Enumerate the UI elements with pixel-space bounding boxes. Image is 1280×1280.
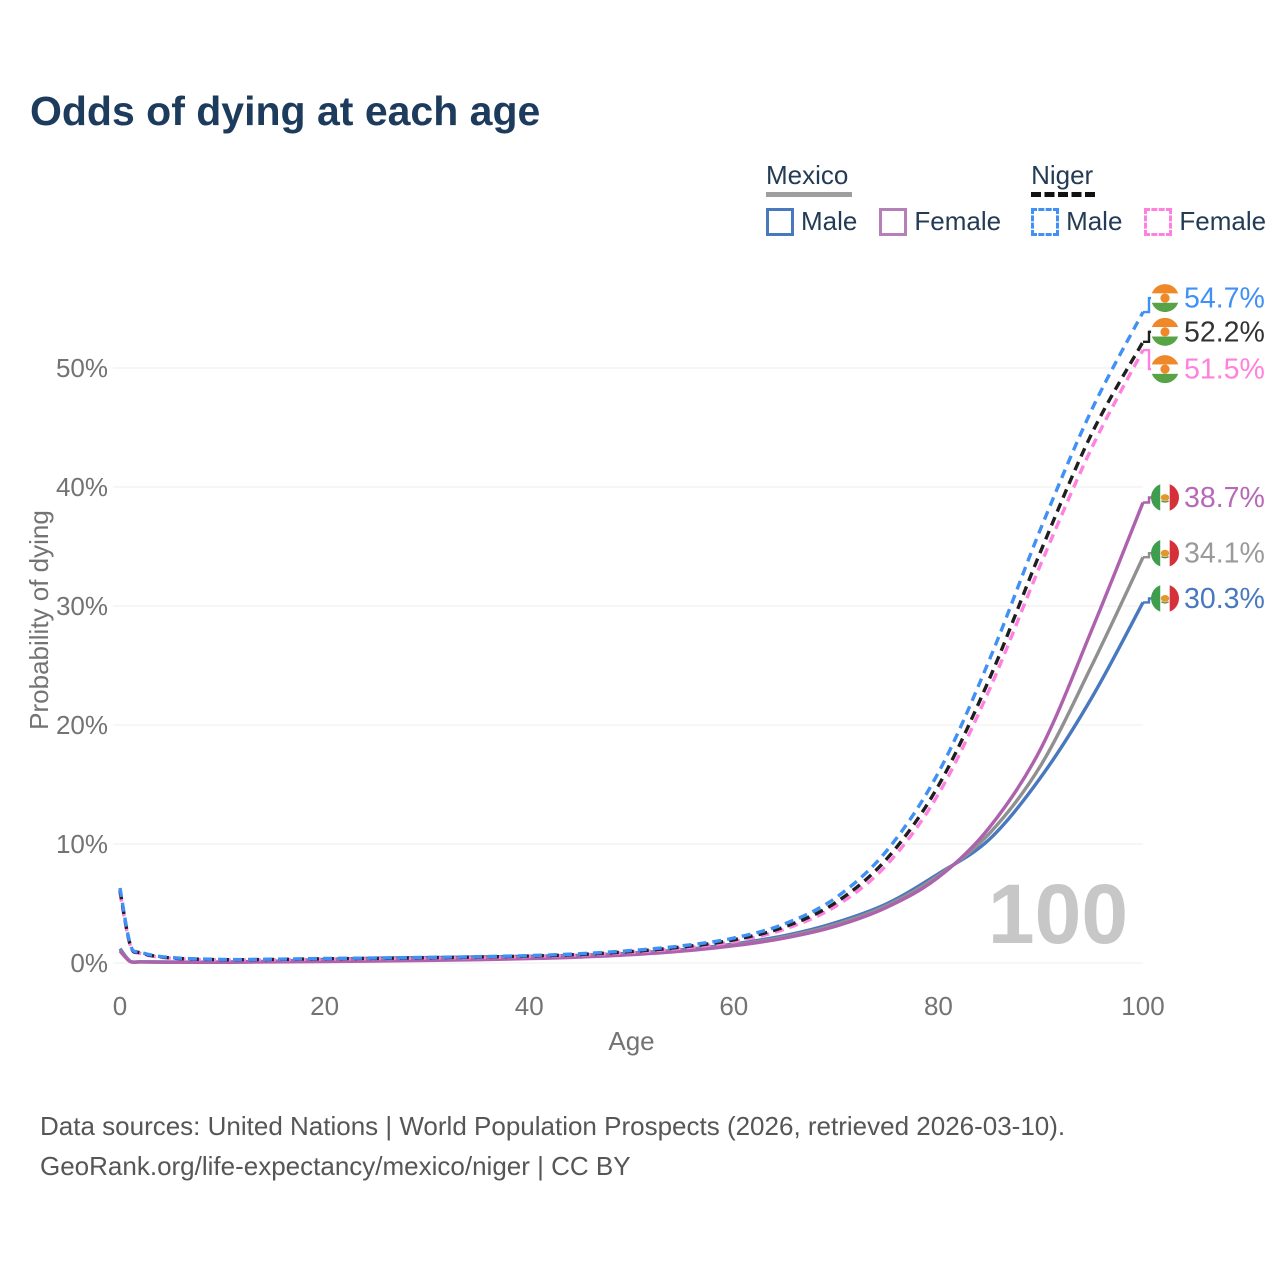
end-label-connector <box>1143 496 1153 504</box>
mexico-solid-line-sample <box>766 192 852 197</box>
legend-group-label-niger: Niger <box>1031 160 1094 190</box>
page-title: Odds of dying at each age <box>30 88 541 134</box>
end-value-label-niger-male: 54.7% <box>1184 283 1265 315</box>
end-label-connector <box>1143 597 1153 604</box>
legend-item-mexico-female: Female <box>879 206 1001 237</box>
legend-item-mexico-male: Male <box>766 206 857 237</box>
legend-label-niger-female: Female <box>1179 206 1267 236</box>
mexico-female-swatch-icon <box>879 207 908 236</box>
legend: Mexico Male Female Niger <box>766 160 1266 237</box>
legend-label-niger-male: Male <box>1066 206 1123 236</box>
x-tick-label: 20 <box>310 991 339 1021</box>
legend-label-mexico-female: Female <box>914 206 1002 236</box>
end-value-label-mexico-female: 38.7% <box>1184 482 1265 514</box>
x-tick-label: 40 <box>515 991 544 1021</box>
niger-flag-icon <box>1151 317 1179 346</box>
y-axis-title: Probability of dying <box>24 510 54 730</box>
x-axis-title: Age <box>608 1026 654 1056</box>
legend-group-mexico: Mexico Male Female <box>766 160 1001 237</box>
end-label-connector <box>1143 552 1153 559</box>
niger-female-swatch-icon <box>1144 207 1173 236</box>
data-source-line: Data sources: United Nations | World Pop… <box>40 1111 1066 1141</box>
legend-label-mexico-male: Male <box>801 206 858 236</box>
end-label-connector <box>1143 348 1153 371</box>
y-tick-label: 10% <box>56 829 108 859</box>
x-tick-label: 80 <box>924 991 953 1021</box>
x-tick-label: 60 <box>719 991 748 1021</box>
x-tick-label: 0 <box>113 991 127 1021</box>
y-tick-label: 40% <box>56 472 108 502</box>
end-label-connector <box>1143 296 1153 314</box>
legend-group-niger: Niger Male Female <box>1031 160 1266 237</box>
series-line-niger-male <box>118 311 1145 962</box>
mexico-flag-icon <box>1151 539 1179 568</box>
end-value-label-niger-female: 51.5% <box>1184 354 1265 386</box>
mexico-male-swatch-icon <box>766 207 794 236</box>
age-counter-watermark: 100 <box>988 867 1128 961</box>
legend-item-niger-female: Female <box>1144 206 1266 237</box>
y-tick-label: 20% <box>56 710 108 740</box>
y-tick-label: 50% <box>56 353 108 383</box>
data-source-attribution: Data sources: United Nations | World Pop… <box>40 1106 1065 1186</box>
series-line-mexico-female <box>118 501 1145 964</box>
legend-group-label-mexico: Mexico <box>766 160 849 190</box>
niger-flag-icon <box>1151 284 1179 313</box>
y-tick-label: 0% <box>70 948 108 978</box>
end-value-label-niger-both: 52.2% <box>1184 316 1265 348</box>
niger-dashed-line-sample <box>1031 192 1096 197</box>
mexico-flag-icon <box>1151 584 1179 613</box>
legend-item-niger-male: Male <box>1031 206 1122 237</box>
mexico-flag-icon <box>1151 483 1179 512</box>
niger-male-swatch-icon <box>1031 207 1060 236</box>
license-line: GeoRank.org/life-expectancy/mexico/niger… <box>40 1151 631 1181</box>
x-tick-label: 100 <box>1121 991 1164 1021</box>
niger-flag-icon <box>1151 355 1179 384</box>
y-tick-label: 30% <box>56 591 108 621</box>
end-value-label-mexico-male: 30.3% <box>1184 583 1265 615</box>
end-label-connector <box>1143 330 1153 343</box>
end-value-label-mexico-both: 34.1% <box>1184 538 1265 570</box>
